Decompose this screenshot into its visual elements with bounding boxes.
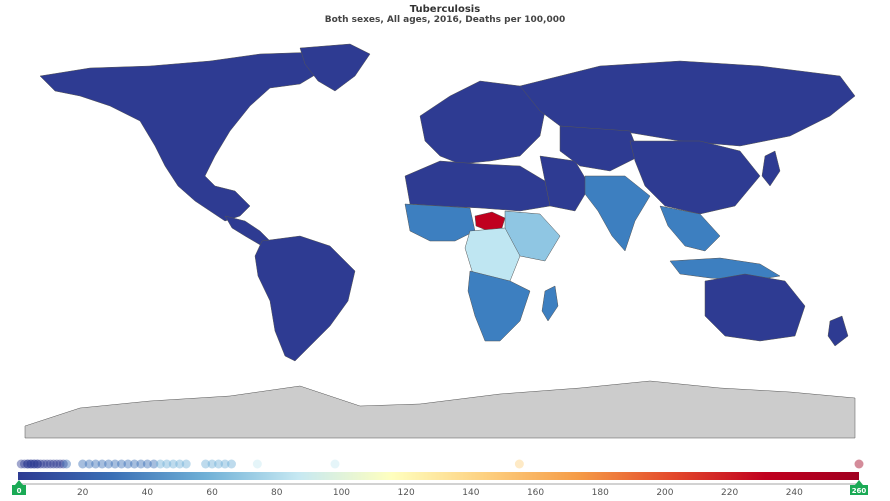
legend-dot — [16, 459, 26, 469]
legend-distribution-dots — [16, 459, 864, 469]
region-greenland[interactable] — [299, 43, 371, 92]
legend-dot — [91, 459, 101, 469]
legend-dot — [62, 459, 72, 469]
legend-dot — [142, 459, 152, 469]
legend-dot — [175, 459, 185, 469]
legend-tick-label: 200 — [656, 488, 673, 498]
legend-tick-label: 100 — [333, 488, 350, 498]
legend-dot — [149, 459, 159, 469]
legend-dot — [36, 459, 46, 469]
legend-handle-max-label: 260 — [852, 487, 867, 495]
legend-ticks: 20 40 60 80 100 120 140 160 180 200 220 240 — [77, 488, 803, 498]
legend-dot — [58, 459, 68, 469]
region-new-zealand[interactable] — [827, 315, 849, 347]
region-central-asia[interactable] — [559, 125, 641, 172]
legend-dot — [854, 459, 864, 469]
legend-dot — [19, 459, 29, 469]
region-australia[interactable] — [704, 273, 806, 342]
legend-dot — [29, 459, 39, 469]
legend-dot — [226, 459, 236, 469]
legend-dot — [45, 459, 55, 469]
legend-dot — [84, 459, 94, 469]
legend-dot — [32, 459, 42, 469]
region-west-africa[interactable] — [404, 203, 476, 242]
region-south-america[interactable] — [254, 235, 356, 362]
legend-tick-label: 180 — [592, 488, 609, 498]
legend-handle-min-label: 0 — [17, 487, 22, 495]
legend-dot — [78, 459, 88, 469]
region-europe[interactable] — [419, 80, 546, 165]
region-central-african-republic[interactable] — [474, 211, 506, 231]
legend-dot — [136, 459, 146, 469]
legend-dot — [52, 459, 62, 469]
legend-dot — [181, 459, 191, 469]
region-antarctica[interactable] — [24, 380, 856, 439]
region-east-asia[interactable] — [629, 140, 761, 215]
legend-dot — [55, 459, 65, 469]
legend-dot — [97, 459, 107, 469]
legend-colorbar — [18, 472, 859, 480]
legend-dot — [29, 459, 39, 469]
map-title: Tuberculosis — [409, 4, 481, 15]
legend-dot — [23, 459, 33, 469]
legend-dot — [220, 459, 230, 469]
legend-dot — [26, 459, 36, 469]
legend-handle-min[interactable]: 0 — [12, 480, 26, 495]
legend-dot — [39, 459, 49, 469]
legend-dot — [214, 459, 224, 469]
legend-dot — [252, 459, 262, 469]
legend-dot — [207, 459, 217, 469]
region-south-asia[interactable] — [584, 175, 651, 252]
legend-dot — [26, 459, 36, 469]
legend-dot — [162, 459, 172, 469]
legend-tick-label: 240 — [786, 488, 803, 498]
legend-dot — [514, 459, 524, 469]
legend-dot — [117, 459, 127, 469]
legend-dot — [23, 459, 33, 469]
legend-tick-label: 160 — [527, 488, 544, 498]
legend-dot — [129, 459, 139, 469]
legend-dot — [32, 459, 42, 469]
region-southeast-asia[interactable] — [659, 205, 721, 252]
legend-dot — [330, 459, 340, 469]
legend-tick-label: 80 — [271, 488, 283, 498]
region-north-america[interactable] — [39, 51, 331, 222]
legend-handle-max[interactable]: 260 — [850, 480, 868, 495]
legend-dot — [201, 459, 211, 469]
legend-tick-label: 40 — [142, 488, 154, 498]
legend-tick-label: 120 — [398, 488, 415, 498]
region-north-africa[interactable] — [404, 160, 551, 212]
legend-dot — [155, 459, 165, 469]
legend-dot — [42, 459, 52, 469]
legend-dot — [49, 459, 59, 469]
color-legend[interactable]: 20 40 60 80 100 120 140 160 180 200 220 240 0 260 — [0, 455, 890, 501]
region-madagascar[interactable] — [541, 285, 559, 322]
region-southern-africa[interactable] — [467, 270, 531, 342]
legend-dot — [104, 459, 114, 469]
legend-dot — [123, 459, 133, 469]
legend-dot — [168, 459, 178, 469]
region-japan[interactable] — [761, 150, 781, 187]
legend-tick-label: 20 — [77, 488, 89, 498]
map-subtitle: Both sexes, All ages, 2016, Deaths per 1… — [324, 15, 566, 25]
legend-dot — [110, 459, 120, 469]
legend-tick-label: 60 — [206, 488, 218, 498]
legend-tick-label: 220 — [721, 488, 738, 498]
world-map[interactable] — [0, 36, 890, 446]
legend-tick-label: 140 — [462, 488, 479, 498]
